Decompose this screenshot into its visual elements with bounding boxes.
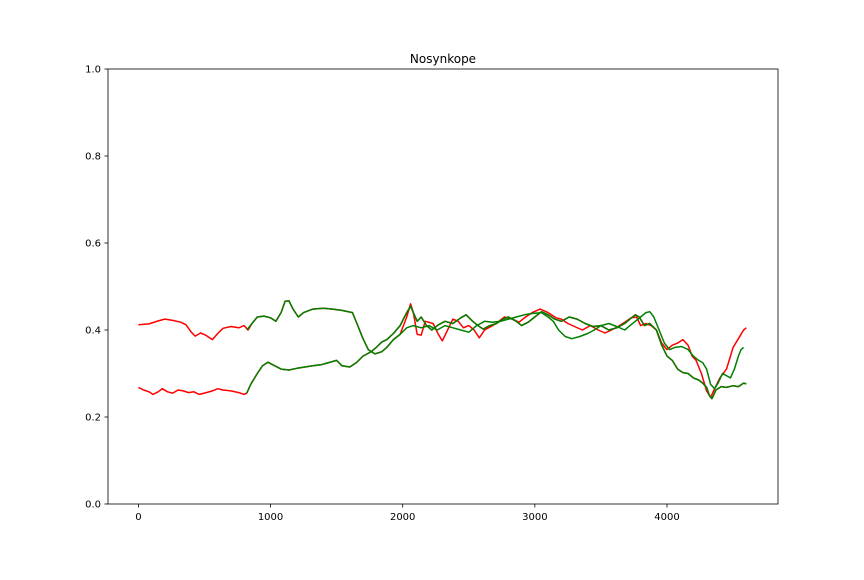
y-tick-label: 0.4	[85, 326, 101, 337]
y-tick-label: 0.2	[85, 413, 101, 424]
axes-layer: 0 1000 2000 3000 4000 0.0 0.2 0.4 0.6 0.8 1.0	[85, 65, 779, 523]
series-layer	[138, 300, 747, 400]
x-tick-label: 2000	[390, 512, 415, 523]
y-tick-label: 0.0	[85, 500, 101, 511]
series-line-4	[246, 300, 745, 390]
chart-title: Nosynkope	[410, 52, 476, 66]
series-line-3	[246, 305, 747, 400]
x-tick-label: 3000	[522, 512, 547, 523]
x-tick-label: 1000	[258, 512, 283, 523]
x-tick-label: 0	[135, 512, 141, 523]
plot-frame	[107, 68, 779, 505]
y-tick-label: 0.8	[85, 152, 101, 163]
y-tick-label: 1.0	[85, 65, 101, 76]
x-tick-label: 4000	[654, 512, 679, 523]
y-tick-label: 0.6	[85, 239, 101, 250]
